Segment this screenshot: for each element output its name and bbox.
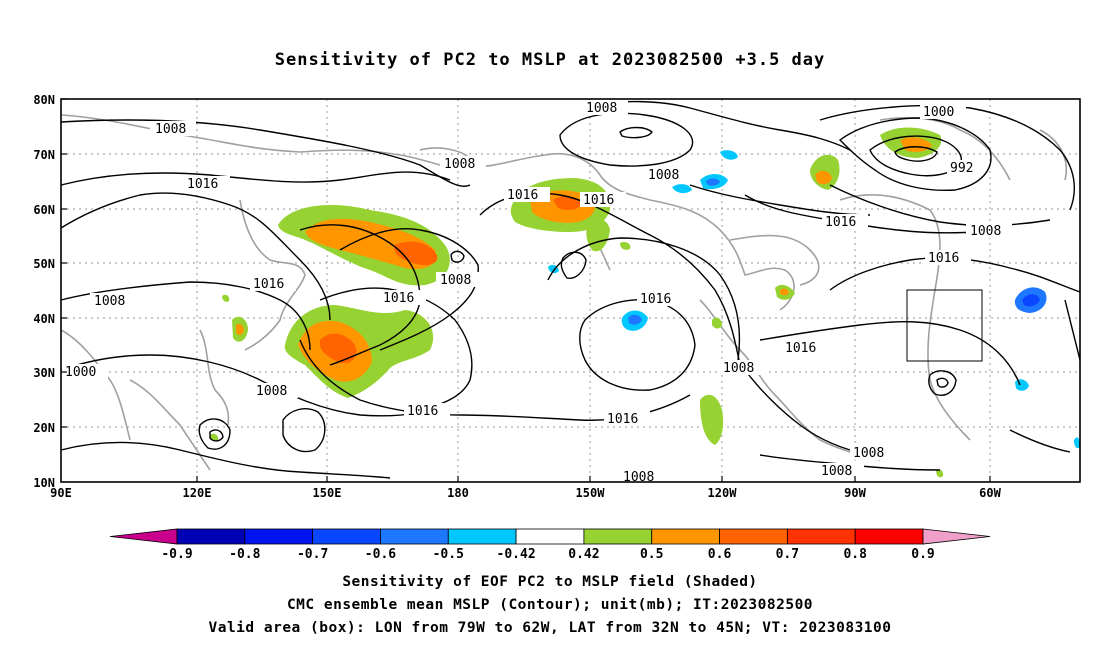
isobar-label-1016: 1016 [640,292,671,307]
lon-label-90e: 90E [50,486,72,500]
lat-label-60n: 60N [33,203,55,217]
lat-label-40n: 40N [33,312,55,326]
coastlines [60,114,1067,471]
colorbar-bin [312,528,381,545]
colorbar-tick-label: 0.8 [843,547,867,562]
colorbar-bin [515,528,585,545]
isobar-label-1008: 1008 [440,273,471,288]
lon-label-60w: 60W [979,486,1001,500]
lat-label-20n: 20N [33,421,55,435]
lon-label-120e: 120E [183,486,212,500]
colorbar-tick-label: 0.6 [708,547,732,562]
longitude-labels: 90E 120E 150E 180 150W 120W 90W 60W [50,486,1001,500]
colorbar-bin [719,528,788,545]
isobar-label-1008: 1008 [94,294,125,309]
latitude-labels: 80N 70N 60N 50N 40N 30N 20N 10N [33,93,55,490]
lon-label-150w: 150W [576,486,606,500]
isobar-label-1000: 1000 [923,105,954,120]
lon-label-90w: 90W [844,486,866,500]
colorbar-bin [380,528,449,545]
isobar-label-1016: 1016 [383,291,414,306]
isobar-label-1016: 1016 [825,215,856,230]
colorbar-tick-label: 0.5 [640,547,663,562]
isobar-label-992: 992 [950,161,973,176]
colorbar-bin [854,528,924,545]
lat-label-70n: 70N [33,148,55,162]
colorbar-cap-low [109,528,178,545]
isobar-label-1016: 1016 [583,193,614,208]
lat-label-50n: 50N [33,257,55,271]
lat-label-10n: 10N [33,476,55,490]
colorbar-bin [786,528,856,545]
isobar-label-1008: 1008 [256,384,287,399]
colorbar-tick-label: -0.6 [365,547,396,562]
lat-label-30n: 30N [33,366,55,380]
isobar-label-1008: 1008 [853,446,884,461]
isobar-label-1008: 1008 [723,361,754,376]
valid-area-box [906,289,983,362]
colorbar-tick-label: 0.9 [911,547,934,562]
isobar-label-1016: 1016 [187,177,218,192]
colorbar-tick-label: -0.8 [229,547,260,562]
contour-labels: 1008 1008 1008 1008 1008 1008 1008 1008 … [62,100,1012,485]
colorbar-bin [244,528,314,545]
isobar-label-1016: 1016 [507,188,538,203]
colorbar-bin [447,528,517,545]
colorbar-tick-label: -0.9 [161,547,192,562]
caption-valid-area: Valid area (box): LON from 79W to 62W, L… [208,620,892,636]
colorbar-cap-high [922,528,991,545]
isobar-label-1008: 1008 [970,224,1001,239]
isobar-label-1008: 1008 [648,168,679,183]
colorbar-tick-label: 0.7 [776,547,799,562]
isobar-label-1016: 1016 [253,277,284,292]
colorbar-bin [176,528,246,545]
colorbar-tick-label: -0.42 [497,547,536,562]
figure-title: Sensitivity of PC2 to MSLP at 2023082500… [274,50,826,70]
isobar-label-1008: 1008 [155,122,186,137]
lon-label-180: 180 [447,486,469,500]
colorbar: -0.9 -0.8 -0.7 -0.6 -0.5 -0.42 0.42 0.5 0.6 0.7 0.… [109,528,991,562]
isobar-label-1008: 1008 [586,101,617,116]
isobar-label-1016: 1016 [607,412,638,427]
gridlines [61,99,1080,482]
isobar-label-1000: 1000 [65,365,96,380]
lon-label-120w: 120W [708,486,738,500]
colorbar-tick-label: 0.42 [568,547,599,562]
plot-frame [60,98,1081,483]
colorbar-bin [583,528,653,545]
lon-label-150e: 150E [313,486,342,500]
positive-sensitivity-shading [210,127,944,478]
isobar-label-1016: 1016 [407,404,438,419]
caption-contour: CMC ensemble mean MSLP (Contour); unit(m… [286,597,814,613]
colorbar-tick-label: -0.5 [433,547,464,562]
isobar-label-1016: 1016 [785,341,816,356]
isobar-label-1008: 1008 [444,157,475,172]
isobar-label-1008: 1008 [821,464,852,479]
caption-shading: Sensitivity of EOF PC2 to MSLP field (Sh… [342,574,758,590]
lat-label-80n: 80N [33,93,55,107]
isobar-label-1016: 1016 [928,251,959,266]
colorbar-tick-label: -0.7 [297,547,328,562]
colorbar-bin [651,528,720,545]
axis-ticks [61,98,991,482]
